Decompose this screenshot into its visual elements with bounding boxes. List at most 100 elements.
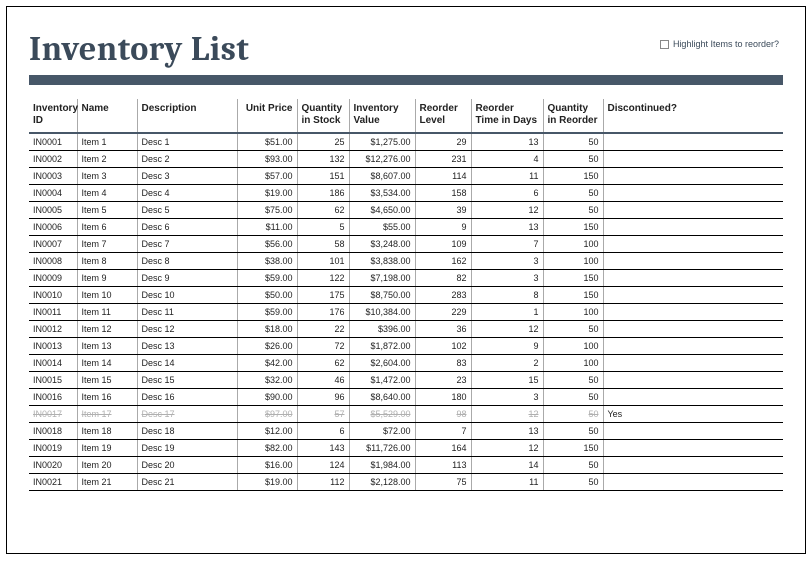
cell-reorder-level: 98 [415,406,471,423]
table-row[interactable]: IN0002Item 2Desc 2$93.00132$12,276.00231… [29,151,783,168]
cell-name: Item 4 [77,185,137,202]
cell-discontinued [603,355,783,372]
cell-desc: Desc 4 [137,185,237,202]
cell-reorder-time: 14 [471,457,543,474]
table-row[interactable]: IN0008Item 8Desc 8$38.00101$3,838.001623… [29,253,783,270]
cell-qty-reorder: 100 [543,253,603,270]
highlight-reorder-checkbox[interactable]: Highlight Items to reorder? [660,39,779,49]
cell-id: IN0004 [29,185,77,202]
cell-inv-value: $11,726.00 [349,440,415,457]
cell-id: IN0012 [29,321,77,338]
cell-unit-price: $75.00 [237,202,297,219]
cell-discontinued [603,236,783,253]
col-header-qty-stock[interactable]: Quantity in Stock [297,99,349,133]
cell-name: Item 11 [77,304,137,321]
table-row[interactable]: IN0012Item 12Desc 12$18.0022$396.0036125… [29,321,783,338]
cell-inv-value: $72.00 [349,423,415,440]
col-header-qty-reorder[interactable]: Quantity in Reorder [543,99,603,133]
cell-desc: Desc 11 [137,304,237,321]
cell-id: IN0010 [29,287,77,304]
cell-qty-reorder: 50 [543,321,603,338]
cell-qty-stock: 143 [297,440,349,457]
table-row[interactable]: IN0007Item 7Desc 7$56.0058$3,248.0010971… [29,236,783,253]
cell-unit-price: $11.00 [237,219,297,236]
table-header-row: Inventory ID Name Description Unit Price… [29,99,783,133]
col-header-reorder-time[interactable]: Reorder Time in Days [471,99,543,133]
col-header-discontinued[interactable]: Discontinued? [603,99,783,133]
table-row[interactable]: IN0019Item 19Desc 19$82.00143$11,726.001… [29,440,783,457]
table-row[interactable]: IN0004Item 4Desc 4$19.00186$3,534.001586… [29,185,783,202]
cell-name: Item 14 [77,355,137,372]
cell-reorder-level: 23 [415,372,471,389]
cell-reorder-level: 113 [415,457,471,474]
cell-reorder-level: 229 [415,304,471,321]
cell-inv-value: $55.00 [349,219,415,236]
cell-name: Item 3 [77,168,137,185]
cell-discontinued [603,440,783,457]
cell-qty-reorder: 50 [543,474,603,491]
cell-qty-reorder: 50 [543,185,603,202]
sheet-body: Inventory List Highlight Items to reorde… [7,7,805,501]
cell-reorder-time: 3 [471,270,543,287]
table-row[interactable]: IN0013Item 13Desc 13$26.0072$1,872.00102… [29,338,783,355]
col-header-name[interactable]: Name [77,99,137,133]
cell-reorder-level: 36 [415,321,471,338]
table-row[interactable]: IN0006Item 6Desc 6$11.005$55.00913150 [29,219,783,236]
table-row[interactable]: IN0003Item 3Desc 3$57.00151$8,607.001141… [29,168,783,185]
cell-reorder-time: 4 [471,151,543,168]
cell-desc: Desc 8 [137,253,237,270]
cell-qty-reorder: 150 [543,219,603,236]
cell-discontinued [603,185,783,202]
table-row[interactable]: IN0021Item 21Desc 21$19.00112$2,128.0075… [29,474,783,491]
cell-qty-reorder: 50 [543,133,603,151]
cell-name: Item 16 [77,389,137,406]
cell-id: IN0002 [29,151,77,168]
cell-discontinued [603,338,783,355]
table-row[interactable]: IN0010Item 10Desc 10$50.00175$8,750.0028… [29,287,783,304]
col-header-unit-price[interactable]: Unit Price [237,99,297,133]
table-row[interactable]: IN0016Item 16Desc 16$90.0096$8,640.00180… [29,389,783,406]
cell-reorder-time: 12 [471,406,543,423]
cell-qty-reorder: 50 [543,457,603,474]
cell-qty-reorder: 150 [543,440,603,457]
cell-desc: Desc 21 [137,474,237,491]
cell-desc: Desc 7 [137,236,237,253]
cell-name: Item 10 [77,287,137,304]
cell-qty-reorder: 150 [543,168,603,185]
cell-discontinued [603,474,783,491]
cell-qty-reorder: 50 [543,372,603,389]
cell-desc: Desc 9 [137,270,237,287]
table-row[interactable]: IN0017Item 17Desc 17$97.0057$5,529.00981… [29,406,783,423]
cell-inv-value: $2,128.00 [349,474,415,491]
cell-reorder-level: 83 [415,355,471,372]
cell-desc: Desc 20 [137,457,237,474]
cell-name: Item 1 [77,133,137,151]
cell-inv-value: $7,198.00 [349,270,415,287]
table-row[interactable]: IN0009Item 9Desc 9$59.00122$7,198.008231… [29,270,783,287]
cell-qty-reorder: 100 [543,338,603,355]
cell-unit-price: $97.00 [237,406,297,423]
cell-reorder-level: 180 [415,389,471,406]
cell-reorder-level: 29 [415,133,471,151]
cell-unit-price: $18.00 [237,321,297,338]
cell-reorder-level: 82 [415,270,471,287]
cell-reorder-level: 39 [415,202,471,219]
col-header-reorder-level[interactable]: Reorder Level [415,99,471,133]
table-row[interactable]: IN0018Item 18Desc 18$12.006$72.0071350 [29,423,783,440]
col-header-inv-value[interactable]: Inventory Value [349,99,415,133]
table-row[interactable]: IN0020Item 20Desc 20$16.00124$1,984.0011… [29,457,783,474]
table-row[interactable]: IN0011Item 11Desc 11$59.00176$10,384.002… [29,304,783,321]
cell-desc: Desc 12 [137,321,237,338]
table-row[interactable]: IN0001Item 1Desc 1$51.0025$1,275.0029135… [29,133,783,151]
cell-inv-value: $1,275.00 [349,133,415,151]
cell-id: IN0017 [29,406,77,423]
cell-name: Item 20 [77,457,137,474]
table-row[interactable]: IN0015Item 15Desc 15$32.0046$1,472.00231… [29,372,783,389]
col-header-desc[interactable]: Description [137,99,237,133]
table-row[interactable]: IN0014Item 14Desc 14$42.0062$2,604.00832… [29,355,783,372]
cell-unit-price: $93.00 [237,151,297,168]
table-row[interactable]: IN0005Item 5Desc 5$75.0062$4,650.0039125… [29,202,783,219]
cell-reorder-level: 102 [415,338,471,355]
cell-reorder-time: 3 [471,253,543,270]
col-header-id[interactable]: Inventory ID [29,99,77,133]
